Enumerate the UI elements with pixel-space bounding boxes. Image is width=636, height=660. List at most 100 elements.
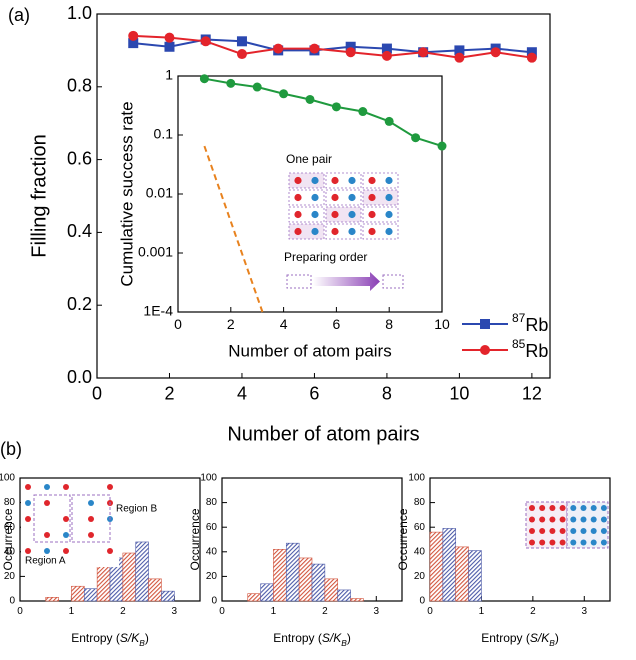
histogram-bar bbox=[161, 590, 175, 602]
marker bbox=[526, 47, 537, 58]
atom bbox=[331, 227, 339, 236]
y-tick-label: 20 bbox=[414, 571, 426, 582]
atom bbox=[600, 516, 607, 523]
x-tick-label: 8 bbox=[382, 383, 392, 403]
marker bbox=[384, 116, 394, 126]
atom bbox=[311, 227, 319, 236]
marker bbox=[199, 74, 209, 84]
y-tick-label: 0 bbox=[419, 596, 425, 607]
y-tick-label: 80 bbox=[206, 497, 218, 508]
atom bbox=[580, 516, 587, 523]
marker bbox=[437, 141, 447, 151]
x-tick-label: 0 bbox=[17, 606, 23, 617]
pair-box bbox=[362, 206, 399, 223]
atom bbox=[348, 193, 356, 202]
x-axis-label-part: ) bbox=[145, 631, 149, 645]
x-tick-label: 0 bbox=[219, 606, 225, 617]
atom bbox=[311, 176, 319, 185]
atom bbox=[311, 193, 319, 202]
y-tick-label: 1 bbox=[165, 67, 173, 83]
marker bbox=[252, 82, 262, 92]
legend-label: 85Rb bbox=[512, 337, 548, 361]
y-tick-label: 1E-4 bbox=[143, 303, 173, 319]
atom bbox=[539, 505, 546, 511]
x-axis-label-part: ) bbox=[347, 631, 351, 645]
y-tick-label: 60 bbox=[206, 522, 218, 533]
marker bbox=[226, 78, 236, 88]
x-axis-label-part: B bbox=[139, 638, 145, 648]
x-tick-label: 10 bbox=[434, 316, 450, 332]
histogram-bar bbox=[285, 542, 300, 602]
atom bbox=[590, 539, 597, 546]
atom bbox=[25, 484, 31, 490]
histogram-bar bbox=[298, 557, 313, 602]
atom bbox=[549, 539, 556, 546]
x-tick-label: 1 bbox=[479, 606, 485, 617]
y-tick-label: 0.4 bbox=[67, 221, 92, 241]
marker bbox=[279, 89, 289, 99]
atom bbox=[559, 528, 566, 534]
marker bbox=[345, 41, 356, 52]
x-axis-label: Entropy (S/KB) bbox=[273, 631, 351, 648]
y-tick-label: 100 bbox=[200, 473, 217, 484]
y-tick-label: 100 bbox=[408, 473, 425, 484]
histogram-bar bbox=[273, 549, 287, 602]
atom bbox=[385, 210, 393, 219]
y-tick-label: 0 bbox=[211, 596, 217, 607]
y-tick-label: 40 bbox=[206, 546, 218, 557]
legend-marker bbox=[480, 345, 490, 355]
atom bbox=[107, 484, 113, 490]
histogram-bar bbox=[337, 589, 351, 602]
x-tick-label: 0 bbox=[92, 383, 102, 403]
x-tick-label: 2 bbox=[164, 383, 174, 403]
atom bbox=[88, 516, 94, 522]
histogram-bar bbox=[135, 541, 149, 602]
y-tick-label: 0 bbox=[9, 596, 15, 607]
x-axis-label-part: B bbox=[549, 638, 555, 648]
x-tick-label: 6 bbox=[309, 383, 319, 403]
legend-label-sup: 87 bbox=[512, 311, 526, 325]
series-line bbox=[133, 34, 533, 59]
y-tick-label: 40 bbox=[4, 546, 16, 557]
atom bbox=[385, 176, 393, 185]
x-tick-label: 4 bbox=[237, 383, 247, 403]
x-axis-label: Number of atom pairs bbox=[227, 423, 419, 445]
y-tick-label: 0.2 bbox=[67, 294, 92, 314]
atom bbox=[368, 227, 376, 236]
atom bbox=[600, 505, 607, 511]
y-tick-label: 40 bbox=[414, 546, 426, 557]
atom bbox=[590, 505, 597, 511]
atom bbox=[331, 210, 339, 219]
x-tick-label: 6 bbox=[333, 316, 341, 332]
annotation: Region B bbox=[116, 504, 157, 515]
x-axis-label-part: S/K bbox=[322, 631, 342, 645]
atom bbox=[311, 210, 319, 219]
pair-box bbox=[325, 223, 362, 240]
y-tick-label: 1.0 bbox=[67, 3, 92, 23]
atom bbox=[559, 516, 566, 523]
atom bbox=[44, 548, 50, 554]
y-tick-label: 0.0 bbox=[67, 367, 92, 387]
pair-box bbox=[288, 172, 325, 189]
pair-box bbox=[362, 189, 399, 206]
atom bbox=[44, 484, 50, 490]
atom bbox=[549, 516, 556, 523]
x-axis-label-part: S/K bbox=[530, 631, 550, 645]
x-tick-label: 10 bbox=[449, 383, 469, 403]
x-tick-label: 2 bbox=[530, 606, 536, 617]
pair-box bbox=[325, 189, 362, 206]
x-tick-label: 0 bbox=[427, 606, 433, 617]
x-axis-label-part: Entropy ( bbox=[273, 631, 322, 645]
legend-label-main: Rb bbox=[525, 315, 548, 335]
marker bbox=[164, 41, 175, 52]
atom bbox=[44, 532, 50, 538]
atom bbox=[25, 500, 31, 506]
histogram-bar bbox=[311, 563, 326, 602]
x-tick-label: 2 bbox=[322, 606, 328, 617]
marker bbox=[236, 49, 247, 60]
y-tick-label: 20 bbox=[206, 571, 218, 582]
panel-label: (b) bbox=[0, 439, 22, 459]
atom bbox=[294, 176, 302, 185]
atom bbox=[368, 210, 376, 219]
atom bbox=[63, 548, 69, 554]
